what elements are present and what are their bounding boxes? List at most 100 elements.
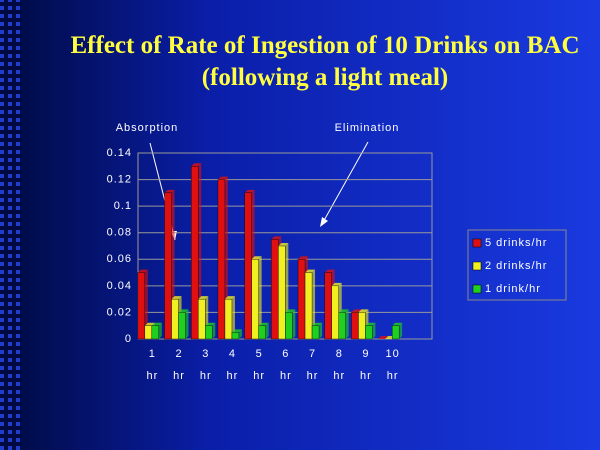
y-tick-label: 0.14 [107,147,132,159]
bar-top [298,256,309,260]
bar-side [231,296,235,339]
bar-side [185,309,189,339]
x-tick-label: 3 hr [199,348,212,382]
legend-swatch [472,238,482,248]
bar [258,325,266,340]
bar-top [205,322,216,326]
bar-top [331,282,342,286]
chart-title: Effect of Rate of Ingestion of 10 Drinks… [70,32,580,91]
legend-label: 5 drinks/hr [485,237,547,249]
bar-top [191,163,202,167]
arrow [321,141,369,225]
bar-side [399,322,403,339]
bar-top [171,296,182,300]
bar-top [271,236,282,240]
y-tick-label: 0.12 [107,173,132,185]
y-tick-label: 0.06 [107,253,132,265]
legend-label: 2 drinks/hr [485,260,547,272]
bar [231,332,240,340]
bar [351,312,359,340]
bar [331,285,339,340]
bar-top [378,336,389,339]
bar [217,179,226,340]
bar-top [137,269,148,273]
bar-top [231,329,242,333]
bar [224,298,233,340]
bar [285,312,293,340]
x-tick-label: 6 hr [279,348,292,382]
bar-top [178,309,189,313]
bar-top [338,309,349,313]
bar-top [198,296,209,300]
legend-swatch [472,284,482,294]
bar [205,325,213,340]
bar-side [158,322,162,339]
x-tick-label: 10 hr [385,348,400,382]
bar-side [345,309,349,339]
bar-side [265,322,269,339]
bar [311,325,320,340]
bar-top [312,322,323,326]
bar [304,272,313,340]
bar [358,312,366,340]
bar-top [151,322,162,326]
bar-top [305,269,316,273]
y-tick-label: 0.08 [107,227,132,239]
bar-top [278,243,289,246]
bar-top [351,309,362,313]
bar-top [144,322,155,326]
bar [144,325,153,340]
bar-top [365,322,376,326]
legend-box [467,229,567,301]
bar [271,239,279,340]
bar-top [164,189,175,193]
bar-side [372,322,376,339]
bar-top [258,322,269,326]
bar-top [285,309,296,313]
bar-side [258,256,262,339]
bar-top [358,309,369,313]
bar-top [324,269,335,273]
decoration-strip [0,0,22,450]
bar-top [251,256,262,260]
x-tick-label: 4 hr [226,348,239,382]
arrowhead [320,217,328,227]
x-tick-label: 9 hr [360,348,372,382]
bar-top [217,176,228,180]
bar [171,298,179,340]
x-tick-label: 5 hr [253,348,266,382]
bar-side [319,322,323,339]
x-tick-label: 7 hr [306,348,319,382]
legend-swatch [472,261,482,271]
y-tick-label: 0.02 [107,306,132,318]
bar [324,272,332,340]
annotation: Elimination [335,122,400,134]
bar-side [144,269,148,339]
bar [191,166,199,340]
bar [391,325,400,340]
bar-side [212,322,216,339]
y-tick-label: 0.1 [114,200,132,212]
x-tick-label: 8 hr [333,348,346,382]
bar-side [198,163,202,339]
bar [137,272,146,340]
x-tick-label: 2 hr [173,348,185,382]
x-tick-label: 1 hr [146,348,159,382]
y-tick-label: 0.04 [107,280,132,292]
bar-top [392,322,403,326]
bar [151,325,160,340]
bar-side [238,329,242,339]
bar [244,192,252,340]
bar [297,259,306,340]
bar [251,259,259,340]
bar [178,312,186,340]
bar [365,325,373,340]
annotation: Absorption [116,122,179,134]
bar-top [224,296,235,300]
bar-top [244,189,255,193]
legend-label: 1 drink/hr [485,283,541,295]
y-tick-label: 0 [125,333,132,345]
bar [198,298,206,340]
